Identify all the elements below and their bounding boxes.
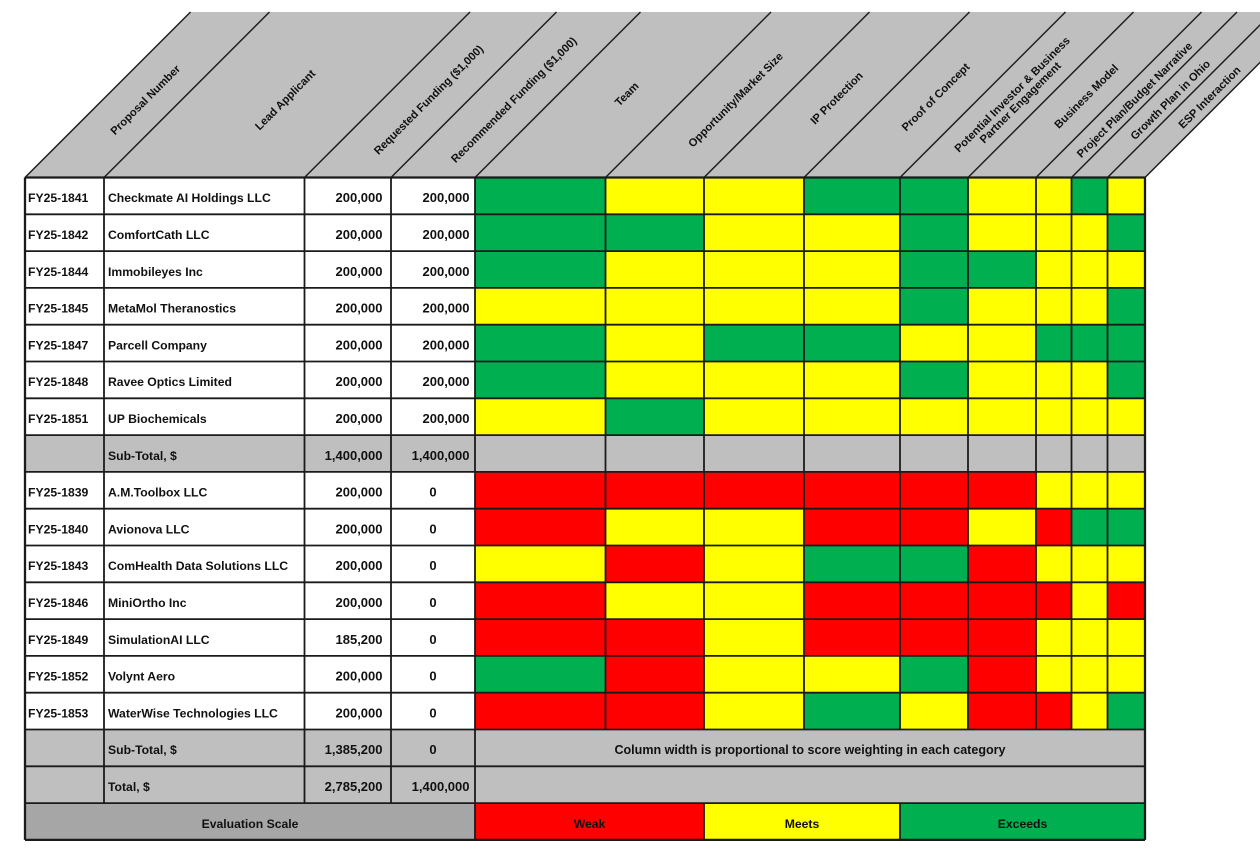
svg-text:WaterWise Technologies LLC: WaterWise Technologies LLC — [108, 706, 278, 720]
svg-text:200,000: 200,000 — [336, 521, 383, 536]
svg-text:Immobileyes Inc: Immobileyes Inc — [108, 265, 203, 279]
svg-text:1,385,200: 1,385,200 — [325, 742, 383, 757]
svg-text:Column width is proportional t: Column width is proportional to score we… — [614, 743, 1005, 757]
svg-text:FY25-1849: FY25-1849 — [28, 633, 89, 647]
svg-text:MiniOrtho Inc: MiniOrtho Inc — [108, 596, 187, 610]
svg-text:0: 0 — [429, 669, 436, 684]
svg-text:FY25-1845: FY25-1845 — [28, 302, 89, 316]
svg-text:200,000: 200,000 — [336, 558, 383, 573]
svg-text:Sub-Total, $: Sub-Total, $ — [108, 743, 177, 757]
svg-text:SimulationAI LLC: SimulationAI LLC — [108, 633, 210, 647]
svg-text:FY25-1847: FY25-1847 — [28, 338, 89, 352]
svg-text:Exceeds: Exceeds — [998, 817, 1048, 831]
svg-text:0: 0 — [429, 742, 436, 757]
svg-text:200,000: 200,000 — [423, 337, 470, 352]
svg-text:FY25-1844: FY25-1844 — [28, 265, 89, 279]
svg-text:FY25-1846: FY25-1846 — [28, 596, 89, 610]
svg-text:200,000: 200,000 — [336, 227, 383, 242]
svg-text:200,000: 200,000 — [336, 337, 383, 352]
svg-text:Avionova LLC: Avionova LLC — [108, 522, 190, 536]
svg-text:200,000: 200,000 — [336, 411, 383, 426]
svg-text:FY25-1842: FY25-1842 — [28, 228, 89, 242]
svg-text:FY25-1841: FY25-1841 — [28, 191, 89, 205]
svg-text:0: 0 — [429, 558, 436, 573]
svg-text:185,200: 185,200 — [336, 632, 383, 647]
svg-text:200,000: 200,000 — [336, 669, 383, 684]
svg-text:A.M.Toolbox LLC: A.M.Toolbox LLC — [108, 486, 207, 500]
svg-text:200,000: 200,000 — [423, 190, 470, 205]
svg-text:FY25-1852: FY25-1852 — [28, 670, 89, 684]
svg-text:200,000: 200,000 — [336, 595, 383, 610]
svg-text:Sub-Total, $: Sub-Total, $ — [108, 449, 177, 463]
svg-text:1,400,000: 1,400,000 — [325, 448, 383, 463]
svg-text:200,000: 200,000 — [423, 374, 470, 389]
svg-text:Weak: Weak — [574, 817, 606, 831]
svg-text:Volynt Aero: Volynt Aero — [108, 670, 175, 684]
svg-text:200,000: 200,000 — [423, 301, 470, 316]
svg-text:200,000: 200,000 — [423, 264, 470, 279]
svg-text:ComfortCath LLC: ComfortCath LLC — [108, 228, 210, 242]
svg-text:200,000: 200,000 — [336, 485, 383, 500]
svg-text:200,000: 200,000 — [336, 264, 383, 279]
svg-text:2,785,200: 2,785,200 — [325, 779, 383, 794]
svg-text:Total, $: Total, $ — [108, 780, 150, 794]
svg-text:1,400,000: 1,400,000 — [412, 779, 470, 794]
svg-text:Checkmate AI Holdings LLC: Checkmate AI Holdings LLC — [108, 191, 271, 205]
svg-text:FY25-1839: FY25-1839 — [28, 486, 89, 500]
svg-text:0: 0 — [429, 705, 436, 720]
svg-text:0: 0 — [429, 485, 436, 500]
svg-text:FY25-1848: FY25-1848 — [28, 375, 89, 389]
svg-text:MetaMol Theranostics: MetaMol Theranostics — [108, 302, 236, 316]
svg-text:FY25-1840: FY25-1840 — [28, 522, 89, 536]
svg-text:Parcell Company: Parcell Company — [108, 338, 207, 352]
svg-text:0: 0 — [429, 595, 436, 610]
svg-text:200,000: 200,000 — [336, 190, 383, 205]
svg-text:0: 0 — [429, 521, 436, 536]
svg-text:FY25-1851: FY25-1851 — [28, 412, 89, 426]
svg-text:Evaluation Scale: Evaluation Scale — [202, 817, 299, 831]
svg-text:200,000: 200,000 — [336, 705, 383, 720]
svg-text:1,400,000: 1,400,000 — [412, 448, 470, 463]
svg-text:Ravee Optics Limited: Ravee Optics Limited — [108, 375, 232, 389]
svg-text:FY25-1853: FY25-1853 — [28, 706, 89, 720]
svg-text:200,000: 200,000 — [336, 301, 383, 316]
svg-text:200,000: 200,000 — [423, 411, 470, 426]
svg-text:200,000: 200,000 — [336, 374, 383, 389]
svg-text:0: 0 — [429, 632, 436, 647]
svg-text:Meets: Meets — [785, 817, 820, 831]
svg-text:UP Biochemicals: UP Biochemicals — [108, 412, 207, 426]
svg-text:ComHealth Data Solutions LLC: ComHealth Data Solutions LLC — [108, 559, 288, 573]
svg-text:FY25-1843: FY25-1843 — [28, 559, 89, 573]
svg-text:200,000: 200,000 — [423, 227, 470, 242]
